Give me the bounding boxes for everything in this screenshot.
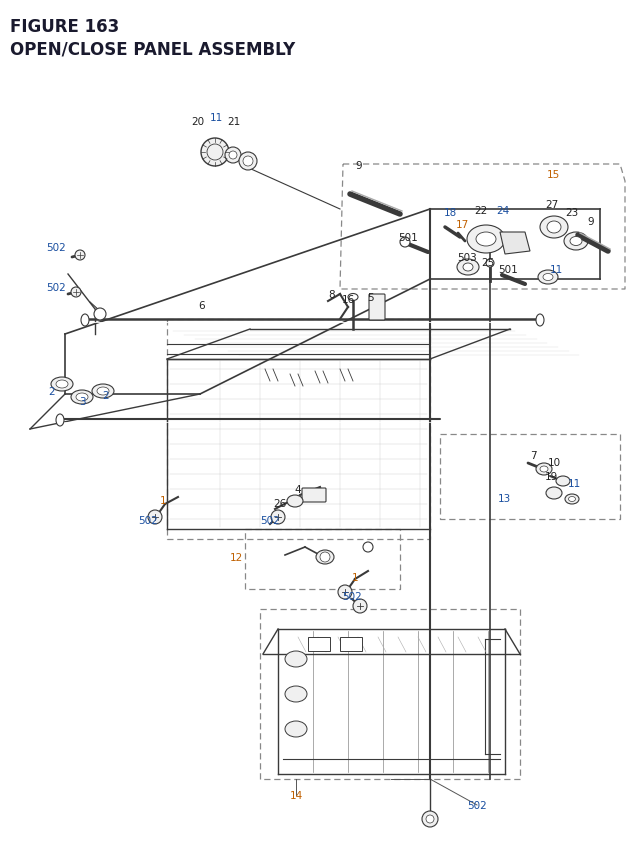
Text: 502: 502 (342, 592, 362, 601)
Circle shape (207, 145, 223, 161)
Text: 8: 8 (329, 289, 335, 300)
Circle shape (94, 308, 106, 320)
FancyBboxPatch shape (308, 637, 330, 651)
Text: 15: 15 (547, 170, 559, 180)
Text: 27: 27 (545, 200, 559, 210)
Text: 5: 5 (367, 293, 373, 303)
Ellipse shape (285, 686, 307, 703)
Ellipse shape (565, 494, 579, 505)
Text: 22: 22 (474, 206, 488, 216)
Ellipse shape (463, 263, 473, 272)
Text: 3: 3 (79, 397, 85, 406)
Circle shape (71, 288, 81, 298)
Ellipse shape (568, 497, 575, 502)
Circle shape (486, 260, 494, 268)
Text: 502: 502 (260, 516, 280, 525)
Ellipse shape (476, 232, 496, 247)
Circle shape (320, 553, 330, 562)
Text: 4: 4 (294, 485, 301, 494)
Ellipse shape (547, 222, 561, 233)
Text: 16: 16 (341, 294, 355, 305)
Circle shape (225, 148, 241, 164)
Text: 19: 19 (545, 472, 557, 481)
FancyBboxPatch shape (369, 294, 385, 320)
Text: FIGURE 163: FIGURE 163 (10, 18, 119, 36)
Ellipse shape (543, 274, 553, 282)
Text: 23: 23 (565, 208, 579, 218)
Text: 18: 18 (444, 208, 456, 218)
Text: 1: 1 (352, 573, 358, 582)
Ellipse shape (51, 378, 73, 392)
Circle shape (201, 139, 229, 167)
Text: OPEN/CLOSE PANEL ASSEMBLY: OPEN/CLOSE PANEL ASSEMBLY (10, 40, 295, 58)
Polygon shape (500, 232, 530, 255)
Text: 501: 501 (498, 264, 518, 275)
Ellipse shape (81, 314, 89, 326)
Ellipse shape (564, 232, 588, 251)
Ellipse shape (540, 467, 548, 473)
Ellipse shape (538, 270, 558, 285)
Ellipse shape (536, 463, 552, 475)
Circle shape (148, 511, 162, 524)
Ellipse shape (92, 385, 114, 399)
Text: 26: 26 (273, 499, 287, 508)
Ellipse shape (570, 238, 582, 246)
Circle shape (75, 251, 85, 261)
Ellipse shape (467, 226, 505, 254)
Text: 11: 11 (549, 264, 563, 275)
Ellipse shape (285, 722, 307, 737)
Circle shape (400, 238, 410, 248)
Circle shape (243, 157, 253, 167)
FancyBboxPatch shape (302, 488, 326, 503)
Circle shape (239, 152, 257, 170)
Ellipse shape (556, 476, 570, 486)
Ellipse shape (457, 260, 479, 276)
Ellipse shape (348, 294, 358, 301)
Text: 503: 503 (457, 253, 477, 263)
Text: 11: 11 (568, 479, 580, 488)
Text: 13: 13 (497, 493, 511, 504)
Text: 502: 502 (138, 516, 158, 525)
Text: 17: 17 (456, 220, 468, 230)
Text: 501: 501 (398, 232, 418, 243)
Text: 10: 10 (547, 457, 561, 468)
Text: 2: 2 (49, 387, 55, 397)
Circle shape (271, 511, 285, 524)
Circle shape (426, 815, 434, 823)
Text: 20: 20 (191, 117, 205, 127)
Ellipse shape (71, 391, 93, 405)
Ellipse shape (287, 495, 303, 507)
Circle shape (422, 811, 438, 827)
Text: 502: 502 (467, 800, 487, 810)
Ellipse shape (546, 487, 562, 499)
Text: 25: 25 (481, 257, 495, 268)
Circle shape (353, 599, 367, 613)
Ellipse shape (285, 651, 307, 667)
Ellipse shape (97, 387, 109, 395)
Text: 11: 11 (209, 113, 223, 123)
FancyBboxPatch shape (340, 637, 362, 651)
Text: 1: 1 (160, 495, 166, 505)
Text: 12: 12 (229, 553, 243, 562)
Text: 9: 9 (588, 217, 595, 226)
Text: 2: 2 (102, 391, 109, 400)
Text: 9: 9 (356, 161, 362, 170)
Ellipse shape (536, 314, 544, 326)
Text: 502: 502 (46, 282, 66, 293)
Ellipse shape (56, 381, 68, 388)
Text: 24: 24 (497, 206, 509, 216)
Text: 14: 14 (289, 790, 303, 800)
Text: 21: 21 (227, 117, 241, 127)
Circle shape (338, 585, 352, 599)
Ellipse shape (56, 414, 64, 426)
Ellipse shape (540, 217, 568, 238)
Ellipse shape (76, 393, 88, 401)
Text: 7: 7 (530, 450, 536, 461)
Ellipse shape (316, 550, 334, 564)
Circle shape (229, 152, 237, 160)
Text: 502: 502 (46, 243, 66, 253)
Text: 6: 6 (198, 300, 205, 311)
Circle shape (363, 542, 373, 553)
